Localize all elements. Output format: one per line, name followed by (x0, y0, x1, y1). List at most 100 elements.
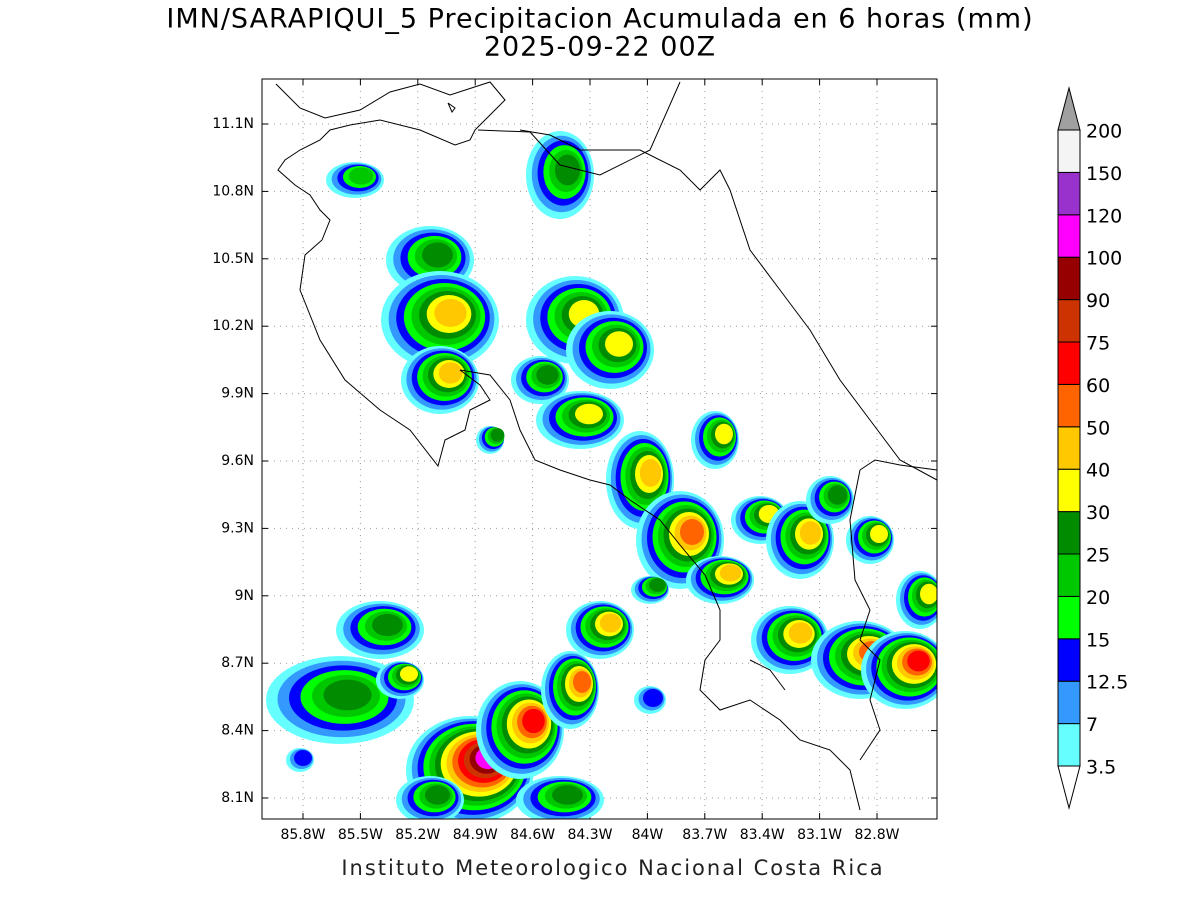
precip-area (438, 362, 463, 384)
precip-area (422, 242, 453, 268)
colorbar-box (1057, 426, 1081, 470)
colorbar-box (1057, 638, 1081, 682)
map-title: IMN/SARAPIQUI_5 Precipitacion Acumulada … (166, 4, 1033, 35)
lat-tick-label: 8.1N (221, 790, 254, 806)
precip-area (920, 583, 937, 605)
colorbar-box (1057, 214, 1081, 258)
lon-tick-label: 84.9W (453, 827, 498, 843)
island (447, 102, 456, 113)
precip-area (575, 403, 603, 425)
precip-area (870, 525, 888, 543)
colorbar-box (1057, 723, 1081, 767)
map-frame (261, 78, 938, 820)
colorbar-box (1057, 341, 1081, 385)
colorbar-label: 7 (1086, 714, 1098, 736)
precip-area (424, 785, 451, 805)
colorbar-label: 40 (1086, 460, 1110, 482)
lat-tick-label: 9.9N (221, 386, 254, 402)
border-south (849, 469, 881, 761)
colorbar-label: 50 (1086, 417, 1110, 439)
colorbar-box (1057, 256, 1081, 301)
precip-area (536, 365, 559, 385)
colorbar: 3.5 7 12.5 15 20 25 30 40 50 60 75 90 100 120 150 200 (1057, 86, 1128, 810)
precip-area (554, 154, 581, 186)
precip-area (490, 428, 505, 442)
precip-area (400, 666, 418, 682)
colorbar-box (1057, 680, 1081, 725)
colorbar-label: 90 (1086, 290, 1110, 312)
lat-tick-label: 10.8N (212, 183, 254, 199)
lon-tick-label: 85.2W (395, 827, 440, 843)
pacific-coast (275, 81, 861, 811)
lon-tick-label: 84.6W (510, 827, 555, 843)
colorbar-label: 60 (1086, 375, 1110, 397)
colorbar-box (1057, 511, 1081, 555)
precip-area (799, 521, 822, 545)
colorbar-box (1057, 553, 1081, 597)
precip-area (715, 423, 733, 445)
precip-area (643, 689, 663, 707)
caribbean-coast (519, 129, 937, 481)
precip-area (573, 671, 591, 693)
precip-area (907, 650, 930, 672)
colorbar-box (1057, 468, 1081, 513)
precip-area (605, 331, 633, 357)
colorbar-box (1057, 299, 1081, 343)
precip-area (434, 299, 467, 327)
lat-tick-label: 9N (235, 588, 254, 604)
precip-area (680, 519, 704, 545)
lon-tick-label: 83.1W (797, 827, 842, 843)
lat-tick-label: 8.4N (221, 723, 254, 739)
lon-tick-label: 84W (632, 827, 664, 843)
precip-area (348, 167, 374, 185)
colorbar-box (1057, 595, 1081, 640)
colorbar-label: 15 (1086, 629, 1110, 651)
precip-area (649, 578, 666, 592)
colorbar-label: 100 (1086, 248, 1122, 270)
lon-tick-label: 83.7W (682, 827, 727, 843)
precip-area (639, 459, 662, 487)
precip-area (372, 613, 403, 637)
lat-tick-label: 11.1N (212, 116, 254, 132)
precip-area (599, 613, 622, 633)
map-subtitle: 2025-09-22 00Z (484, 32, 716, 63)
lat-tick-label: 10.5N (212, 251, 254, 267)
colorbar-under (1057, 765, 1081, 810)
lat-tick-label: 10.2N (212, 318, 254, 334)
lat-tick-label: 8.7N (221, 655, 254, 671)
precip-area (827, 485, 848, 505)
coastlines (275, 81, 937, 811)
coast-east (859, 459, 937, 471)
colorbar-label: 120 (1086, 205, 1122, 227)
colorbar-label: 3.5 (1086, 757, 1116, 779)
precip-area (323, 679, 372, 711)
colorbar-label: 150 (1086, 163, 1122, 185)
border-north (477, 81, 681, 176)
footer: Instituto Meteorologico Nacional Costa R… (341, 856, 884, 880)
precip-area (719, 564, 742, 582)
peninsula (749, 659, 786, 691)
lon-tick-label: 85.5W (338, 827, 383, 843)
colorbar-label: 200 (1086, 121, 1122, 143)
colorbar-label: 12.5 (1086, 672, 1128, 694)
precip-field (266, 131, 937, 819)
precip-area (788, 622, 813, 644)
grid: 11.1N 10.8N 10.5N 10.2N 9.9N 9.6N 9.3N 9N 8.7N 8.… (212, 79, 937, 843)
lat-tick-label: 9.6N (221, 453, 254, 469)
lon-tick-label: 84.3W (567, 827, 612, 843)
colorbar-label: 30 (1086, 502, 1110, 524)
colorbar-label: 25 (1086, 545, 1110, 567)
precip-area (552, 785, 583, 805)
colorbar-box (1057, 383, 1081, 428)
precip-area (294, 750, 312, 766)
colorbar-box (1057, 129, 1081, 173)
colorbar-label: 20 (1086, 587, 1110, 609)
lat-tick-label: 9.3N (221, 520, 254, 536)
lon-tick-label: 85.8W (280, 827, 325, 843)
colorbar-label: 75 (1086, 333, 1110, 355)
lon-tick-label: 82.8W (854, 827, 899, 843)
colorbar-box (1057, 171, 1081, 216)
lon-tick-label: 83.4W (740, 827, 785, 843)
colorbar-over (1057, 86, 1081, 131)
